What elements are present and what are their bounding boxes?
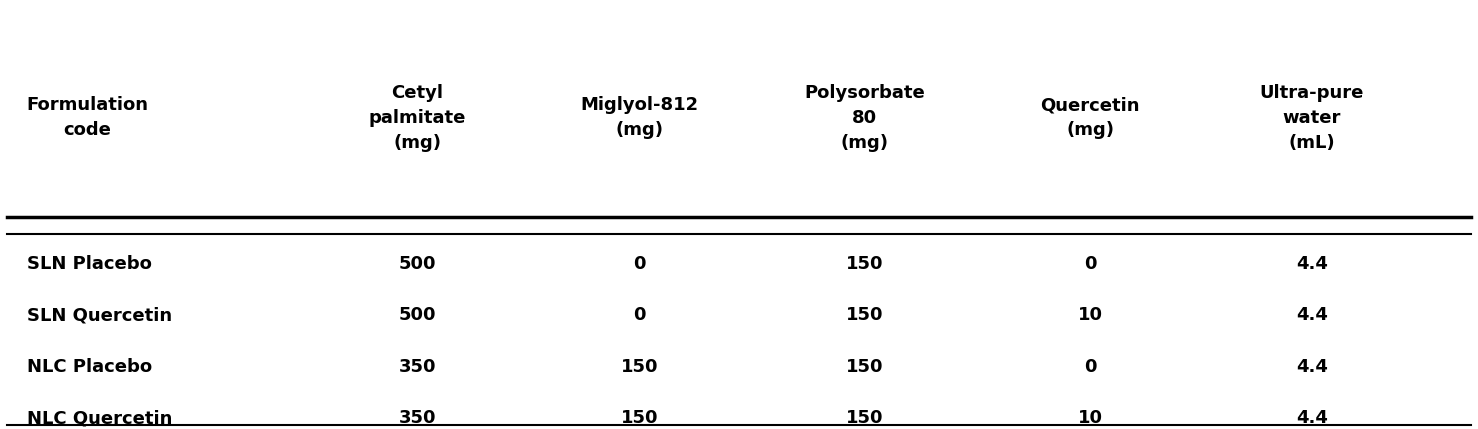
- Text: 4.4: 4.4: [1296, 306, 1327, 324]
- Text: 350: 350: [399, 409, 436, 427]
- Text: Ultra-pure
water
(mL): Ultra-pure water (mL): [1259, 84, 1364, 152]
- Text: 4.4: 4.4: [1296, 358, 1327, 376]
- Text: Quercetin
(mg): Quercetin (mg): [1041, 97, 1140, 139]
- Text: 150: 150: [845, 255, 884, 273]
- Text: 0: 0: [1083, 255, 1097, 273]
- Text: SLN Placebo: SLN Placebo: [27, 255, 151, 273]
- Text: Miglyol-812
(mg): Miglyol-812 (mg): [581, 97, 698, 139]
- Text: 150: 150: [845, 358, 884, 376]
- Text: NLC Placebo: NLC Placebo: [27, 358, 152, 376]
- Text: 500: 500: [399, 306, 436, 324]
- Text: 4.4: 4.4: [1296, 255, 1327, 273]
- Text: 10: 10: [1077, 409, 1103, 427]
- Text: 0: 0: [633, 306, 646, 324]
- Text: 0: 0: [1083, 358, 1097, 376]
- Text: Formulation
code: Formulation code: [27, 97, 149, 139]
- Text: 0: 0: [633, 255, 646, 273]
- Text: NLC Quercetin: NLC Quercetin: [27, 409, 171, 427]
- Text: Polysorbate
80
(mg): Polysorbate 80 (mg): [804, 84, 925, 152]
- Text: 150: 150: [845, 409, 884, 427]
- Text: Cetyl
palmitate
(mg): Cetyl palmitate (mg): [370, 84, 466, 152]
- Text: 10: 10: [1077, 306, 1103, 324]
- Text: 150: 150: [845, 306, 884, 324]
- Text: 150: 150: [621, 409, 658, 427]
- Text: 350: 350: [399, 358, 436, 376]
- Text: 500: 500: [399, 255, 436, 273]
- Text: 4.4: 4.4: [1296, 409, 1327, 427]
- Text: 150: 150: [621, 358, 658, 376]
- Text: SLN Quercetin: SLN Quercetin: [27, 306, 171, 324]
